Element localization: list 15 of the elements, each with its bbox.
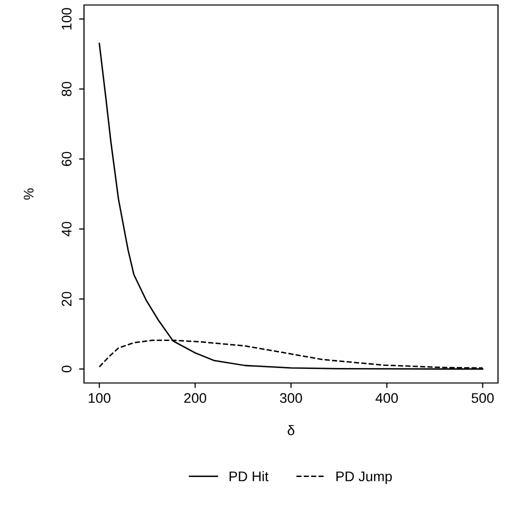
x-tick-label: 300 xyxy=(280,393,302,403)
x-tick-label: 500 xyxy=(472,393,494,403)
x-tick-label: 400 xyxy=(376,393,398,403)
x-axis-title: δ xyxy=(288,425,294,436)
y-tick-label: 0 xyxy=(62,366,72,372)
x-tick-label: 100 xyxy=(88,393,110,403)
x-tick-label: 200 xyxy=(184,393,206,403)
y-tick-label: 100 xyxy=(62,8,72,30)
y-tick-label: 80 xyxy=(62,82,72,96)
legend-label: PD Jump xyxy=(336,472,392,484)
y-axis-title: % xyxy=(24,188,34,200)
legend-label: PD Hit xyxy=(230,471,269,482)
y-tick-label: 60 xyxy=(62,152,72,166)
y-tick-label: 40 xyxy=(62,222,72,236)
y-tick-label: 20 xyxy=(62,292,72,306)
